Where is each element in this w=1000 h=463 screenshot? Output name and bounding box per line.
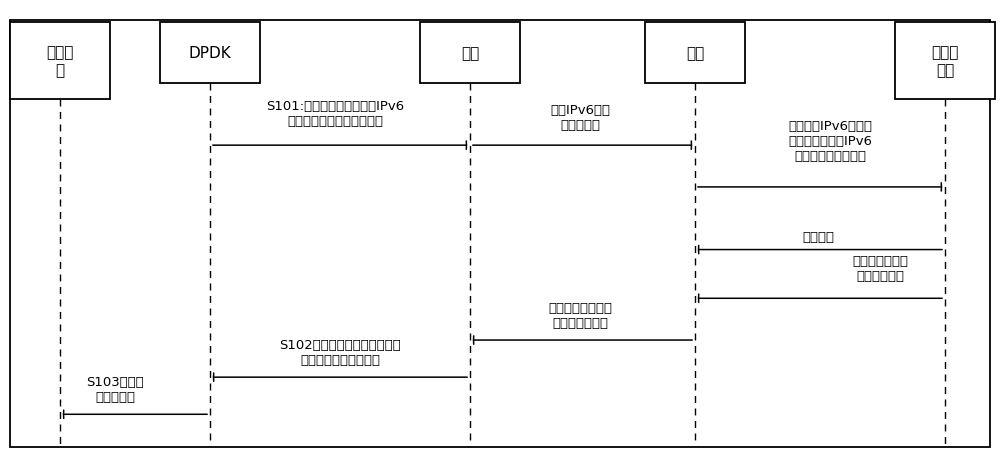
Bar: [10, 23, 110, 100]
Text: 根据所述IPv6探测任
务数据包对应的IPv6
地址发送探测数据包: 根据所述IPv6探测任 务数据包对应的IPv6 地址发送探测数据包: [788, 120, 872, 163]
Text: 发送回应: 发送回应: [802, 231, 834, 244]
Text: 探测中
心: 探测中 心: [46, 45, 74, 77]
Text: 读取IPv6探测
任务数据包: 读取IPv6探测 任务数据包: [550, 104, 610, 132]
Text: 根据探测结果生
成结果数据包: 根据探测结果生 成结果数据包: [852, 255, 908, 282]
Text: 网卡: 网卡: [686, 46, 704, 61]
Text: S102：读取内存中所述探测数
据包对应的结果数据包: S102：读取内存中所述探测数 据包对应的结果数据包: [279, 338, 401, 366]
Text: 通过直接内存访问
发送结果数据包: 通过直接内存访问 发送结果数据包: [548, 301, 612, 329]
Text: DPDK: DPDK: [189, 46, 231, 61]
Bar: [645, 23, 745, 83]
Text: 内存: 内存: [461, 46, 479, 61]
Text: S101:通过直接内存访问将IPv6
探测任务数据包储存至内存: S101:通过直接内存访问将IPv6 探测任务数据包储存至内存: [266, 100, 404, 127]
Bar: [420, 23, 520, 83]
Bar: [895, 23, 995, 100]
Bar: [160, 23, 260, 83]
Text: S103：发送
结果数据包: S103：发送 结果数据包: [86, 375, 144, 403]
Text: 待探测
终端: 待探测 终端: [931, 45, 959, 77]
